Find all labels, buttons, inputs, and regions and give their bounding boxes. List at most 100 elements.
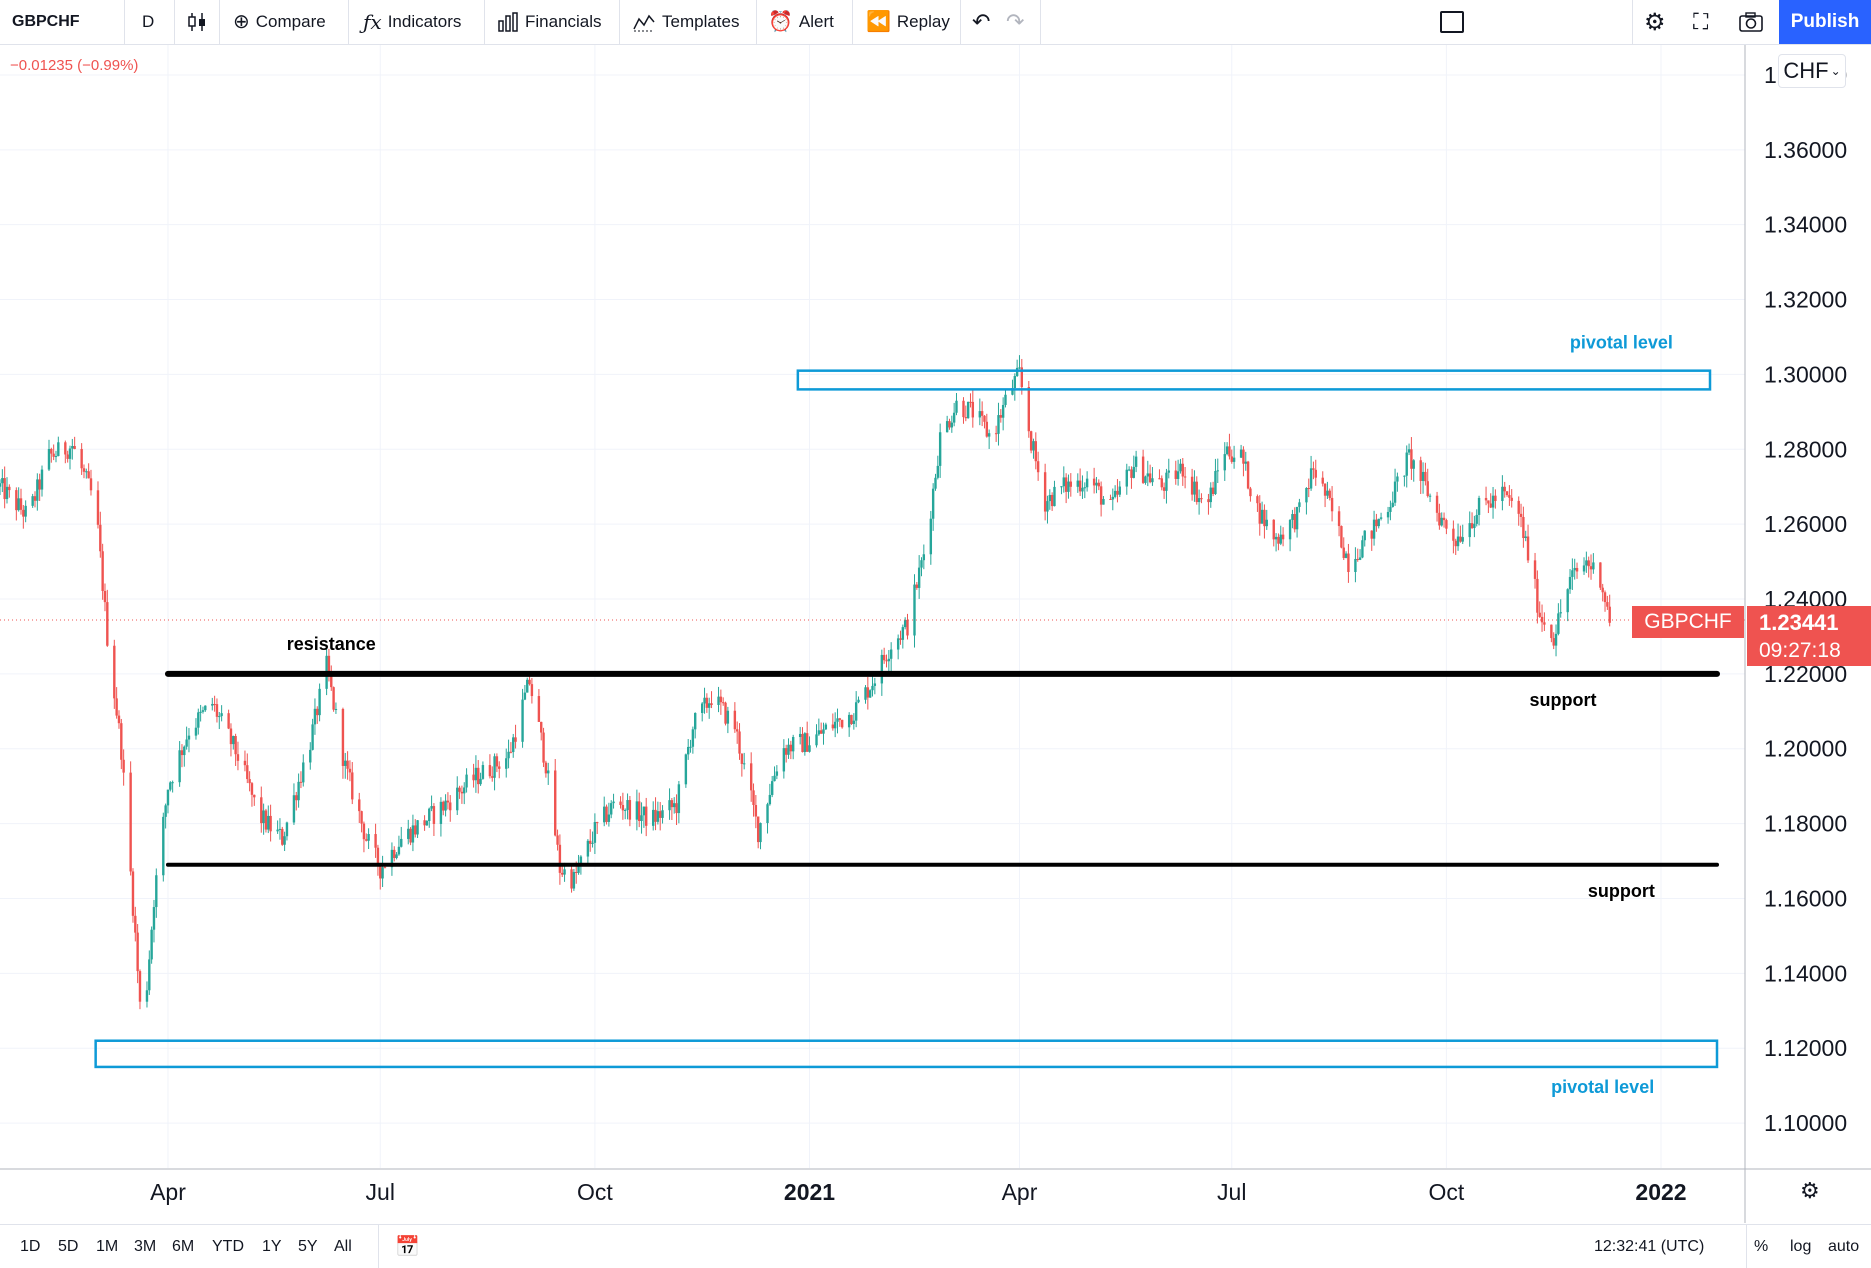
candle-body <box>705 697 709 708</box>
templates-button[interactable]: Templates <box>632 0 739 44</box>
candle-body <box>458 787 461 792</box>
candle-body <box>1356 558 1359 560</box>
candle-body <box>269 815 272 832</box>
candle-body <box>1389 506 1392 512</box>
candle-body <box>439 801 443 824</box>
gear-icon: ⚙ <box>1800 1178 1820 1203</box>
candle-body <box>1442 517 1446 521</box>
candle-body <box>374 834 377 848</box>
candle-body <box>1587 560 1590 567</box>
candle-body <box>1207 499 1210 503</box>
candle-body <box>1004 394 1007 405</box>
candle-body <box>407 828 410 839</box>
candle-body <box>586 840 590 857</box>
candle-body <box>1015 367 1019 377</box>
candle-body <box>1517 500 1520 514</box>
range-5y[interactable]: 5Y <box>298 1237 318 1255</box>
go-to-date-button[interactable]: 📅 <box>395 1225 420 1268</box>
currency-button[interactable]: CHF ⌄ <box>1778 54 1846 88</box>
percent-scale-toggle[interactable]: % <box>1754 1237 1769 1255</box>
chart-settings-button[interactable]: ⚙ <box>1800 1178 1820 1204</box>
alert-button[interactable]: ⏰ Alert <box>768 0 834 44</box>
candle-body <box>1272 519 1275 540</box>
range-3m[interactable]: 3M <box>134 1237 157 1255</box>
candle-body <box>505 758 508 769</box>
indicators-button[interactable]: ƒx Indicators <box>363 0 461 44</box>
candle-body <box>966 401 970 419</box>
auto-scale-toggle[interactable]: auto <box>1828 1237 1860 1255</box>
candle-body <box>948 421 951 428</box>
candle-body <box>1151 478 1154 483</box>
settings-button[interactable]: ⚙ <box>1644 0 1666 44</box>
candle-body <box>495 756 499 767</box>
candle-body <box>1568 576 1572 590</box>
compare-button[interactable]: ⊕ Compare <box>233 0 326 44</box>
fullscreen-button[interactable]: ⛶ <box>1693 0 1708 44</box>
range-1m[interactable]: 1M <box>96 1237 119 1255</box>
candle-body <box>262 810 265 824</box>
candle-body <box>784 748 788 755</box>
candle-body <box>997 415 1000 434</box>
candle-body <box>164 805 167 817</box>
replay-button[interactable]: ⏪ Replay <box>866 0 950 44</box>
drawings[interactable]: pivotal level pivotal level resistance supp… <box>0 333 1745 1097</box>
candle-body <box>68 448 72 459</box>
redo-icon: ↷ <box>1006 9 1025 34</box>
candle-body <box>1165 472 1168 491</box>
chart-type-button[interactable] <box>186 0 208 44</box>
candle-body <box>798 733 802 738</box>
candle-body <box>700 703 704 714</box>
symbol-label: GBPCHF <box>12 13 80 30</box>
candle-body <box>579 856 583 866</box>
candle-body <box>1391 502 1394 507</box>
candle-body <box>931 488 935 519</box>
candle-body <box>1134 456 1138 467</box>
candle-body <box>211 703 214 706</box>
candle-body <box>358 799 361 812</box>
range-5d[interactable]: 5D <box>58 1237 79 1255</box>
candle-body <box>1277 536 1280 544</box>
candle-body <box>215 704 219 717</box>
candle-body <box>512 737 515 753</box>
candle-body <box>1174 470 1177 479</box>
candle-body <box>87 471 90 479</box>
candle-body <box>645 806 648 826</box>
range-all[interactable]: All <box>334 1237 352 1255</box>
symbol-search-button[interactable]: GBPCHF <box>12 0 80 44</box>
candle-body <box>1459 536 1462 542</box>
candle-body <box>1249 488 1252 497</box>
candle-body <box>945 421 949 433</box>
candle-body <box>414 825 417 835</box>
financials-button[interactable]: Financials <box>497 0 602 44</box>
range-1y[interactable]: 1Y <box>262 1237 282 1255</box>
snapshot-button[interactable] <box>1738 0 1764 44</box>
interval-button[interactable]: D <box>142 0 154 44</box>
price-chart[interactable]: pivotal level pivotal level resistance supp… <box>0 45 1871 1223</box>
undo-button[interactable]: ↶ <box>972 0 990 44</box>
range-ytd[interactable]: YTD <box>212 1237 244 1255</box>
candle-body <box>1524 536 1527 539</box>
candle-body <box>155 875 158 908</box>
candle-body <box>1067 481 1070 492</box>
redo-button[interactable]: ↷ <box>1006 0 1024 44</box>
candle-body <box>1379 517 1383 519</box>
candle-body <box>1554 633 1558 646</box>
candle-body <box>472 774 475 781</box>
publish-button[interactable]: Publish <box>1779 0 1871 44</box>
candle-body <box>278 828 282 830</box>
candle-body <box>351 772 354 800</box>
range-6m[interactable]: 6M <box>172 1237 195 1255</box>
layout-button[interactable] <box>1440 0 1464 44</box>
candle-body <box>1118 486 1121 495</box>
rewind-icon: ⏪ <box>866 11 891 33</box>
candle-body <box>766 804 769 824</box>
candle-body <box>962 400 965 418</box>
level-label: support <box>1530 690 1597 710</box>
range-1d[interactable]: 1D <box>20 1237 41 1255</box>
candle-body <box>1573 567 1576 571</box>
y-tick-label: 1.16000 <box>1764 885 1847 911</box>
candle-body <box>978 411 982 418</box>
candle-body <box>1407 449 1411 453</box>
log-scale-toggle[interactable]: log <box>1790 1237 1812 1255</box>
x-tick-label: Jul <box>1217 1179 1246 1205</box>
